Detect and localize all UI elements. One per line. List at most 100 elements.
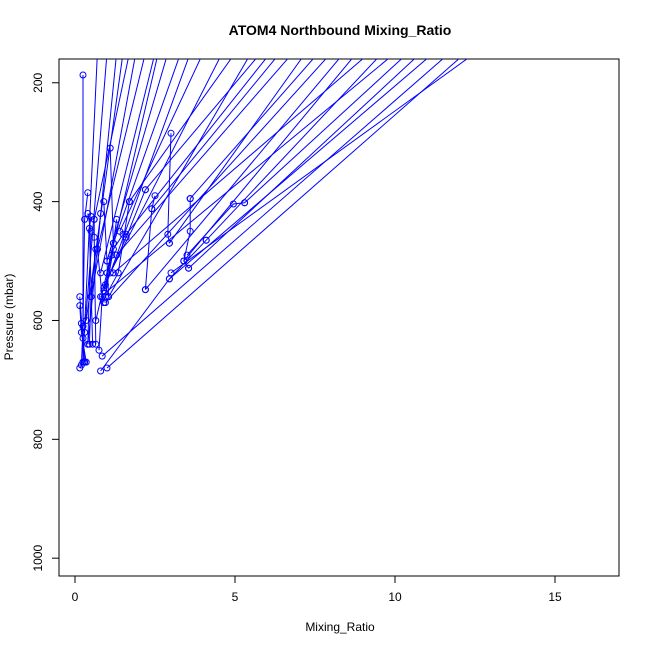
data-point (97, 293, 105, 301)
series-line (106, 59, 460, 369)
data-point (113, 251, 121, 259)
data-point (164, 230, 172, 238)
x-axis-label: Mixing_Ratio (305, 620, 375, 634)
series-line (100, 59, 155, 274)
series-line (90, 59, 136, 297)
series-line (87, 59, 117, 345)
profile-series (241, 59, 403, 207)
profile-series (186, 59, 314, 203)
series-line (85, 59, 123, 321)
data-point (185, 264, 193, 272)
series-line (145, 59, 257, 191)
series-line (125, 59, 267, 235)
profile-series (84, 59, 117, 348)
series-line (84, 59, 108, 333)
series-line (93, 219, 97, 345)
data-point (109, 269, 117, 277)
data-point (125, 198, 133, 206)
data-point (81, 215, 89, 223)
series-line (113, 59, 364, 274)
profile-series (92, 59, 158, 324)
profile-series (82, 59, 123, 324)
profile-series (93, 59, 145, 253)
data-point (114, 269, 122, 277)
profile-series (116, 59, 201, 235)
data-point (95, 346, 103, 354)
data-point (109, 239, 117, 247)
series-line (80, 192, 89, 366)
series-line (244, 59, 403, 204)
data-point (122, 230, 130, 238)
x-tick-label: 10 (388, 590, 402, 604)
profile-series (202, 59, 378, 244)
series-line (169, 59, 428, 280)
series-line (103, 234, 124, 303)
series-line (95, 59, 158, 321)
profile-series (97, 59, 389, 301)
data-point (186, 195, 194, 203)
data-point (186, 227, 194, 235)
series-line (112, 59, 180, 244)
y-tick-label: 800 (31, 429, 45, 449)
series-line (183, 59, 353, 262)
profile-series (125, 59, 232, 206)
y-tick-label: 400 (31, 191, 45, 211)
profile-series (113, 59, 289, 259)
series-line (151, 59, 276, 210)
series-layer (76, 59, 468, 375)
profile-series (98, 59, 444, 360)
series-line (145, 59, 340, 290)
series-line (106, 59, 167, 262)
data-point (106, 269, 114, 277)
profile-series (141, 59, 340, 294)
data-point (167, 269, 175, 277)
y-tick-label: 1000 (31, 545, 45, 572)
data-point (79, 358, 87, 366)
data-point (202, 236, 210, 244)
profile-series (148, 59, 276, 213)
chart-title: ATOM4 Northbound Mixing_Ratio (229, 22, 452, 38)
profile-series (103, 59, 460, 372)
profile-series (81, 59, 108, 336)
profile-series (141, 59, 257, 194)
data-point (241, 199, 249, 207)
profile-series (87, 59, 136, 301)
data-point (183, 251, 191, 259)
profile-series (101, 59, 327, 307)
profile-series (109, 59, 364, 277)
data-point (79, 71, 87, 79)
series-line (82, 59, 98, 363)
y-axis: 200 400 600 800 1000 (31, 72, 60, 572)
data-point (84, 340, 92, 348)
data-point (148, 205, 156, 213)
y-tick-label: 200 (31, 72, 45, 92)
series-line (93, 59, 129, 220)
profile-series (180, 59, 353, 265)
x-tick-label: 0 (72, 590, 79, 604)
x-axis: 0 5 10 15 (72, 575, 562, 604)
data-point (92, 317, 100, 324)
profile-series (90, 59, 129, 223)
data-point (93, 245, 101, 253)
series-line (128, 59, 232, 202)
series-line (100, 59, 389, 298)
data-point (76, 302, 84, 310)
series-line (168, 59, 302, 244)
profile-series (109, 59, 180, 247)
data-point (97, 367, 105, 375)
data-point (97, 269, 105, 277)
data-point (141, 186, 149, 194)
data-point (98, 352, 106, 360)
profile-series (97, 59, 155, 277)
data-point (76, 293, 84, 301)
x-tick-label: 15 (548, 590, 562, 604)
profile-series (79, 59, 98, 366)
profile-series (103, 59, 167, 265)
data-point (141, 286, 149, 294)
series-line (96, 59, 145, 250)
profile-series (185, 59, 415, 272)
data-point (87, 293, 95, 301)
series-line (109, 59, 220, 274)
